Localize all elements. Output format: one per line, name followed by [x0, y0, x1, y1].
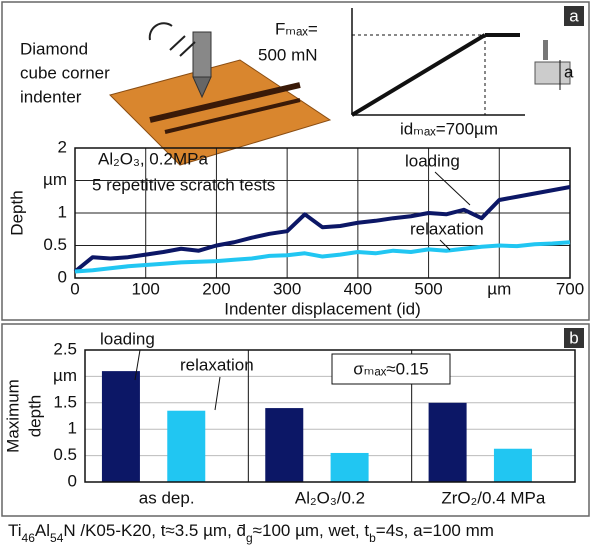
bar: [102, 371, 140, 482]
x-tick-label: µm: [487, 279, 511, 298]
bar: [265, 408, 303, 482]
y-tick-label: 2.5: [53, 339, 77, 358]
annotation-arrow: [215, 377, 220, 410]
series-label: loading: [100, 329, 155, 348]
y-tick-label: µm: [53, 366, 77, 385]
y-axis-label: depth: [25, 395, 44, 438]
depth-symbol: a: [564, 62, 574, 81]
y-axis-label: Maximum: [3, 379, 22, 453]
indenter-label: cube corner: [20, 63, 110, 82]
series-label: relaxation: [180, 355, 254, 374]
annotation: σₘₐₓ≈0.15: [353, 359, 428, 378]
figure: Diamond cube corner indenter Fₘₐₓ= 500 m…: [0, 0, 592, 548]
y-tick-label: 1: [68, 419, 77, 438]
caption-part: 46: [22, 531, 36, 545]
y-tick-label: 0.5: [53, 445, 77, 464]
x-tick-label: ZrO₂/0.4 MPa: [441, 488, 545, 507]
bar: [167, 411, 205, 482]
section-indenter: [543, 40, 548, 60]
panel-label: b: [569, 328, 578, 347]
bar: [494, 449, 532, 482]
force-label: Fₘₐₓ=: [275, 19, 318, 38]
series-label: relaxation: [410, 219, 484, 238]
x-tick-label: 500: [414, 279, 442, 298]
x-tick-label: Al₂O₃/0.2: [295, 488, 365, 507]
x-tick-label: 300: [273, 279, 301, 298]
y-tick-label: 0.5: [43, 235, 67, 254]
force-value: 500 mN: [258, 45, 318, 64]
series-label: loading: [405, 151, 460, 170]
indenter-shaft: [193, 32, 211, 77]
x-tick-label: 100: [132, 279, 160, 298]
force-ramp: [352, 35, 485, 115]
panel-label: a: [569, 6, 579, 25]
y-tick-label: µm: [43, 170, 67, 189]
x-tick-label: 700: [556, 279, 584, 298]
y-tick-label: 2: [58, 137, 67, 156]
y-tick-label: 0: [58, 267, 67, 286]
annotation-arrow: [435, 172, 470, 205]
caption-part: ≈100 µm, wet, t: [253, 521, 370, 540]
bar: [429, 403, 467, 482]
x-tick-label: as dep.: [139, 488, 195, 507]
data-line: [75, 242, 570, 271]
caption-part: N /K05-K20, t≈3.5 µm, d̄: [63, 521, 246, 540]
x-tick-label: 0: [70, 279, 79, 298]
displacement-label: idₘₐₓ=700µm: [400, 119, 498, 138]
bar: [331, 453, 369, 482]
caption-part: Ti: [8, 521, 22, 540]
x-axis-label: Indenter displacement (id): [224, 299, 421, 318]
y-tick-label: 1.5: [53, 392, 77, 411]
caption-part: Al: [35, 521, 50, 540]
annotation: 5 repetitive scratch tests: [92, 175, 275, 194]
indenter-label: indenter: [20, 87, 82, 106]
caption: Ti46Al54N /K05-K20, t≈3.5 µm, d̄g≈100 µm…: [8, 521, 494, 545]
annotation: Al₂O₃, 0.2MPa: [98, 149, 208, 168]
y-tick-label: 1: [58, 202, 67, 221]
caption-part: 54: [50, 531, 64, 545]
x-tick-label: 200: [202, 279, 230, 298]
data-line: [75, 187, 570, 272]
indenter-label: Diamond: [20, 39, 88, 58]
y-axis-label: Depth: [7, 190, 26, 235]
motion-arrows: [150, 23, 195, 56]
caption-part: =4s, a=100 mm: [376, 521, 494, 540]
caption-part: g: [246, 531, 253, 545]
x-tick-label: 400: [344, 279, 372, 298]
y-tick-label: 0: [68, 471, 77, 490]
